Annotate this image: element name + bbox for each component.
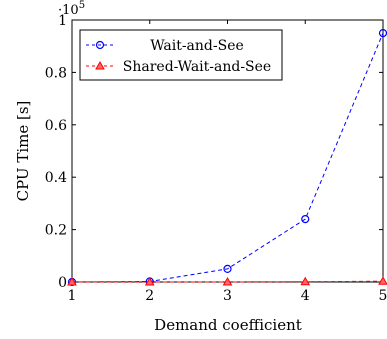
point-1-4 [378,276,387,285]
legend-label-shared-wait-and-see: Shared-Wait-and-See [123,59,271,75]
legend: Wait-and-See Shared-Wait-and-See [79,29,283,81]
legend-label-wait-and-see: Wait-and-See [150,38,244,54]
y-tick-label-1: 0.2 [45,223,67,239]
point-1-2 [222,276,233,286]
legend-entry-shared-wait-and-see: Shared-Wait-and-See [86,59,271,75]
series-1 [67,276,387,286]
legend-marker-shared-wait-and-see [95,60,105,70]
point-1-3 [300,276,311,286]
tick-labels: 1 2 3 4 5 0 0.2 0.4 0.6 0.8 1 [45,13,387,304]
point-0-3 [301,215,310,224]
point-1-1 [144,276,155,286]
legend-box [79,29,283,81]
x-tick-label-1: 1 [68,288,77,304]
series-layer [67,29,387,287]
point-0-2 [223,264,232,273]
y-tick-label-3: 0.6 [45,118,67,134]
x-tick-label-5: 5 [379,288,387,304]
y-tick-label-5: 1 [58,13,67,29]
y-tick-label-2: 0.4 [45,170,67,186]
legend-marker-wait-and-see [95,40,105,50]
x-tick-label-3: 3 [223,288,232,304]
point-1-0 [67,276,77,286]
legend-entry-wait-and-see: Wait-and-See [86,38,244,54]
x-tick-label-2: 2 [145,288,154,304]
y-tick-label-0: 0 [58,275,67,291]
y-tick-label-4: 0.8 [45,65,67,81]
x-axis-label: Demand coefficient [154,316,302,334]
x-tick-label-4: 4 [301,288,310,304]
y-axis-label: CPU Time [s] [14,101,32,202]
y-multiplier-exponent: 5 [79,0,85,11]
y-multiplier-label: ·105 [58,0,85,18]
